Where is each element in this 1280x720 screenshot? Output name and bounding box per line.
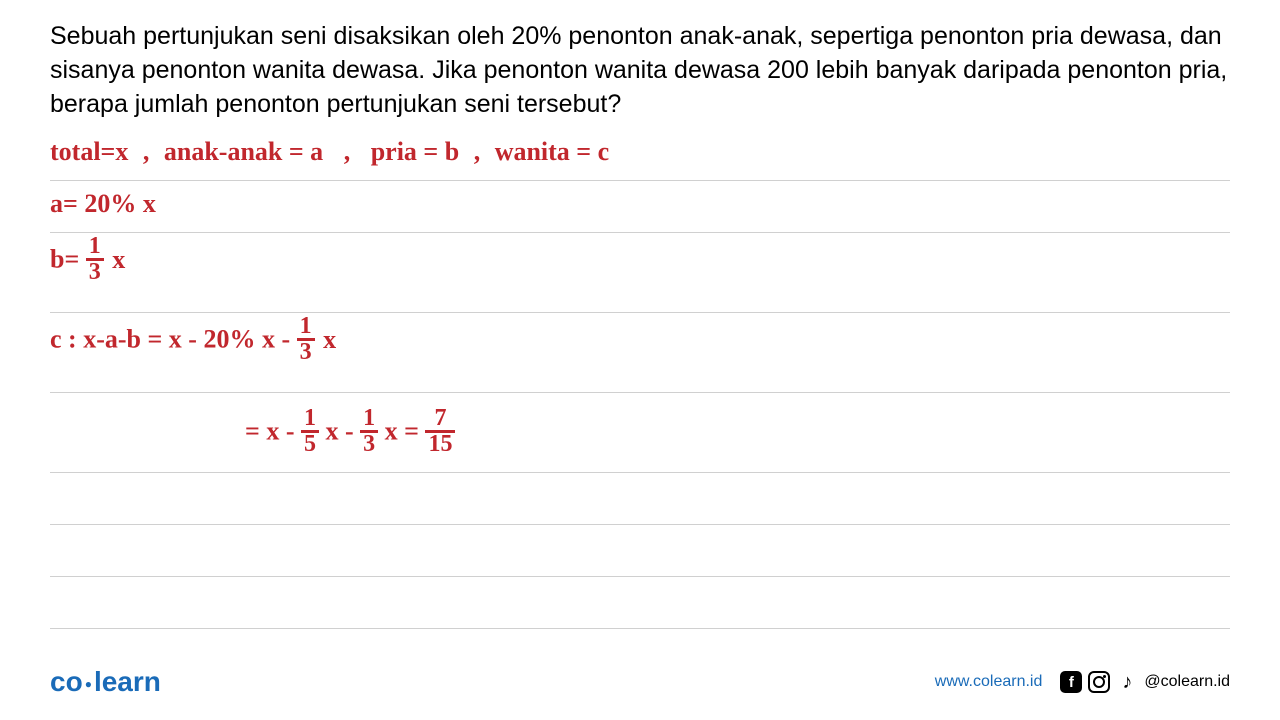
question-text: Sebuah pertunjukan seni disaksikan oleh … (50, 20, 1230, 121)
instagram-icon (1088, 671, 1110, 693)
tiktok-icon: ♪ (1116, 671, 1138, 693)
facebook-icon: f (1060, 671, 1082, 693)
handwriting-line-1: total=x , anak-anak = a , pria = b , wan… (50, 137, 609, 167)
social-links: f ♪ @colearn.id (1060, 671, 1230, 693)
social-handle: @colearn.id (1144, 673, 1230, 691)
handwriting-line-5: = x - 1 5 x - 1 3 x = 7 15 (245, 409, 455, 458)
handwriting-line-2: a= 20% x (50, 189, 156, 219)
handwriting-line-4: c : x-a-b = x - 20% x - 1 3 x (50, 317, 336, 366)
brand-logo: co●learn (50, 666, 161, 698)
footer: co●learn www.colearn.id f ♪ @colearn.id (0, 666, 1280, 698)
rule-line (50, 233, 1230, 313)
handwriting-line-3: b= 1 3 x (50, 237, 125, 286)
rule-line (50, 577, 1230, 629)
rule-line (50, 473, 1230, 525)
website-url: www.colearn.id (935, 673, 1043, 691)
rule-line (50, 525, 1230, 577)
work-area: total=x , anak-anak = a , pria = b , wan… (50, 129, 1230, 629)
rule-line (50, 181, 1230, 233)
rule-line (50, 393, 1230, 473)
